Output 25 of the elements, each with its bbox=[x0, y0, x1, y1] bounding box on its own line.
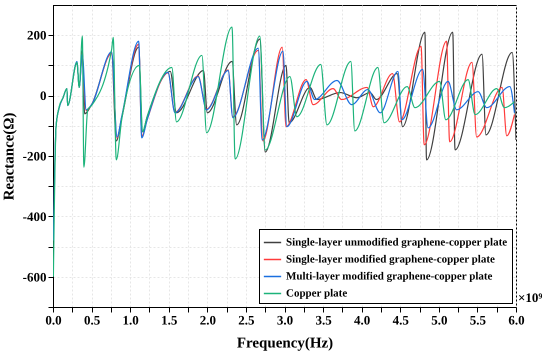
y-tick-label: -600 bbox=[22, 269, 46, 284]
x-tick-label: 3.5 bbox=[315, 312, 332, 328]
legend-label: Multi-layer modified graphene-copper plate bbox=[286, 270, 493, 282]
x-tick-label: 2.5 bbox=[238, 312, 256, 328]
x-tick-label: 6.0 bbox=[508, 312, 525, 328]
x-tick-label: 4.5 bbox=[392, 312, 410, 328]
x-tick-label: 3.0 bbox=[276, 312, 294, 328]
x-tick-label: 1.0 bbox=[122, 312, 139, 328]
y-tick-label: -400 bbox=[22, 208, 46, 224]
x-tick-label: 4.0 bbox=[354, 312, 370, 328]
legend-label: Copper plate bbox=[286, 288, 348, 300]
x-tick-label: 1.5 bbox=[161, 312, 178, 328]
x-tick-label: 5.5 bbox=[470, 312, 487, 328]
x-axis-title: Frequency(Hz) bbox=[236, 336, 334, 352]
x-tick-label: 2.0 bbox=[200, 312, 216, 328]
x-tick-label: 0.0 bbox=[45, 312, 62, 328]
y-tick-label: -200 bbox=[22, 148, 46, 164]
y-axis-title: Reactance(Ω) bbox=[2, 112, 18, 200]
legend-label: Single-layer modified graphene-copper plate bbox=[286, 254, 496, 266]
x-tick-label: 5.0 bbox=[431, 312, 448, 328]
text: ×10⁹ bbox=[518, 290, 542, 305]
y-tick-label: 200 bbox=[27, 28, 46, 43]
y-tick-label: 0 bbox=[40, 88, 46, 104]
x-tick-label: 0.5 bbox=[84, 312, 101, 328]
legend-label: Single-layer unmodified graphene-copper plate bbox=[286, 236, 508, 248]
